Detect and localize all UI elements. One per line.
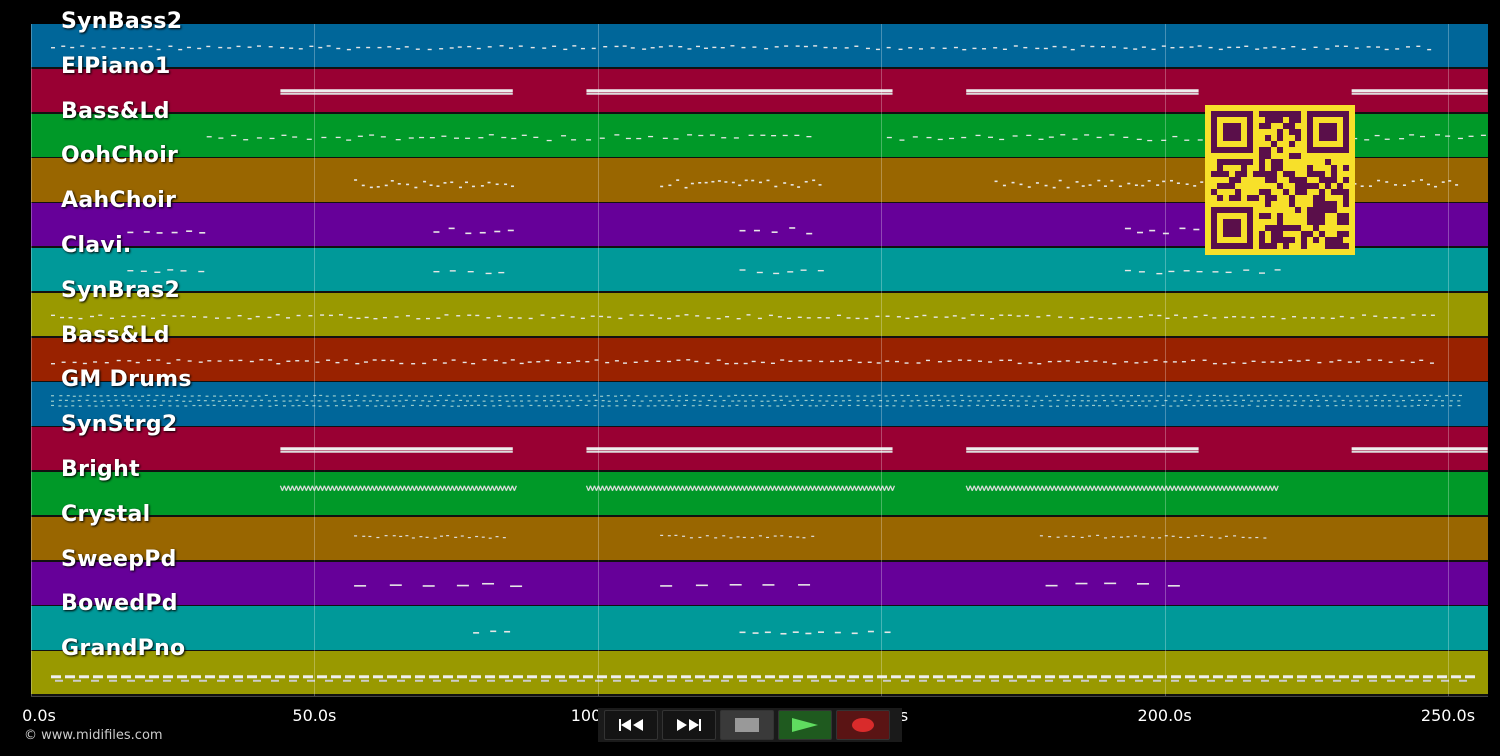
gridline	[597, 24, 599, 696]
track-notes	[354, 534, 1267, 539]
timeline: SynBass2 ElPiano1 Bass&Ld OohChoir AahChoir C…	[31, 9, 1488, 697]
track-row: GM Drums	[31, 367, 1488, 428]
copyright-text: © www.midifiles.com	[24, 728, 163, 743]
gridline	[314, 24, 316, 696]
track-name: BowedPd	[61, 591, 178, 617]
play-icon	[792, 718, 818, 732]
time-axis	[31, 696, 1488, 697]
stop-button[interactable]	[720, 710, 774, 740]
stop-icon	[735, 718, 759, 732]
track-name: SweepPd	[61, 546, 177, 572]
gridline	[1448, 24, 1449, 696]
play-button[interactable]	[778, 710, 832, 740]
track-notes	[51, 313, 1435, 320]
track-notes	[279, 485, 1279, 491]
record-button[interactable]	[836, 710, 890, 740]
time-tick-label: 200.0s	[1137, 706, 1192, 725]
time-tick-label: 50.0s	[292, 706, 337, 725]
track-row: SynBras2	[31, 278, 1488, 339]
track-notes	[51, 395, 1462, 408]
track-row: Crystal	[31, 502, 1488, 563]
track-row: SynStrg2	[31, 412, 1488, 473]
rewind-icon	[619, 719, 643, 731]
track-name: Clavi.	[61, 233, 132, 258]
track-notes	[354, 582, 1180, 587]
track-name: Bright	[61, 457, 140, 482]
gridline	[31, 24, 32, 696]
track-name: SynStrg2	[61, 412, 178, 438]
track-notes	[280, 447, 1488, 453]
track-row: GrandPno	[31, 636, 1488, 697]
track-row: Clavi.	[31, 233, 1488, 294]
transport-controls	[598, 708, 902, 742]
track-name: AahChoir	[61, 188, 177, 214]
record-icon	[852, 718, 874, 732]
track-row: SynBass2	[31, 9, 1488, 70]
fast-forward-icon	[677, 719, 701, 731]
track-row: Bass&Ld	[31, 323, 1488, 383]
time-tick-label: 0.0s	[22, 706, 56, 725]
track-row: SweepPd	[31, 547, 1488, 607]
gridline	[881, 24, 883, 696]
track-name: ElPiano1	[61, 53, 171, 79]
track-name: Bass&Ld	[61, 322, 170, 348]
track-notes	[51, 45, 1432, 51]
track-name: GrandPno	[61, 636, 186, 662]
track-name: SynBass2	[61, 9, 183, 34]
gridline	[1164, 24, 1166, 696]
rewind-button[interactable]	[604, 710, 658, 740]
track-row: BowedPd	[31, 591, 1488, 652]
track-notes	[51, 358, 1434, 365]
track-notes	[473, 630, 891, 635]
track-name: GM Drums	[61, 367, 192, 393]
track-name: OohChoir	[61, 143, 179, 169]
track-name: Crystal	[61, 501, 151, 527]
track-row: Bright	[31, 457, 1488, 518]
track-notes	[127, 269, 1281, 275]
track-name: SynBras2	[61, 277, 181, 303]
track-notes	[51, 675, 1475, 682]
time-tick-label: 250.0s	[1420, 706, 1476, 725]
qr-code-image	[1205, 105, 1355, 255]
track-notes	[280, 89, 1488, 95]
track-name: Bass&Ld	[61, 98, 170, 124]
fast-forward-button[interactable]	[662, 710, 716, 740]
